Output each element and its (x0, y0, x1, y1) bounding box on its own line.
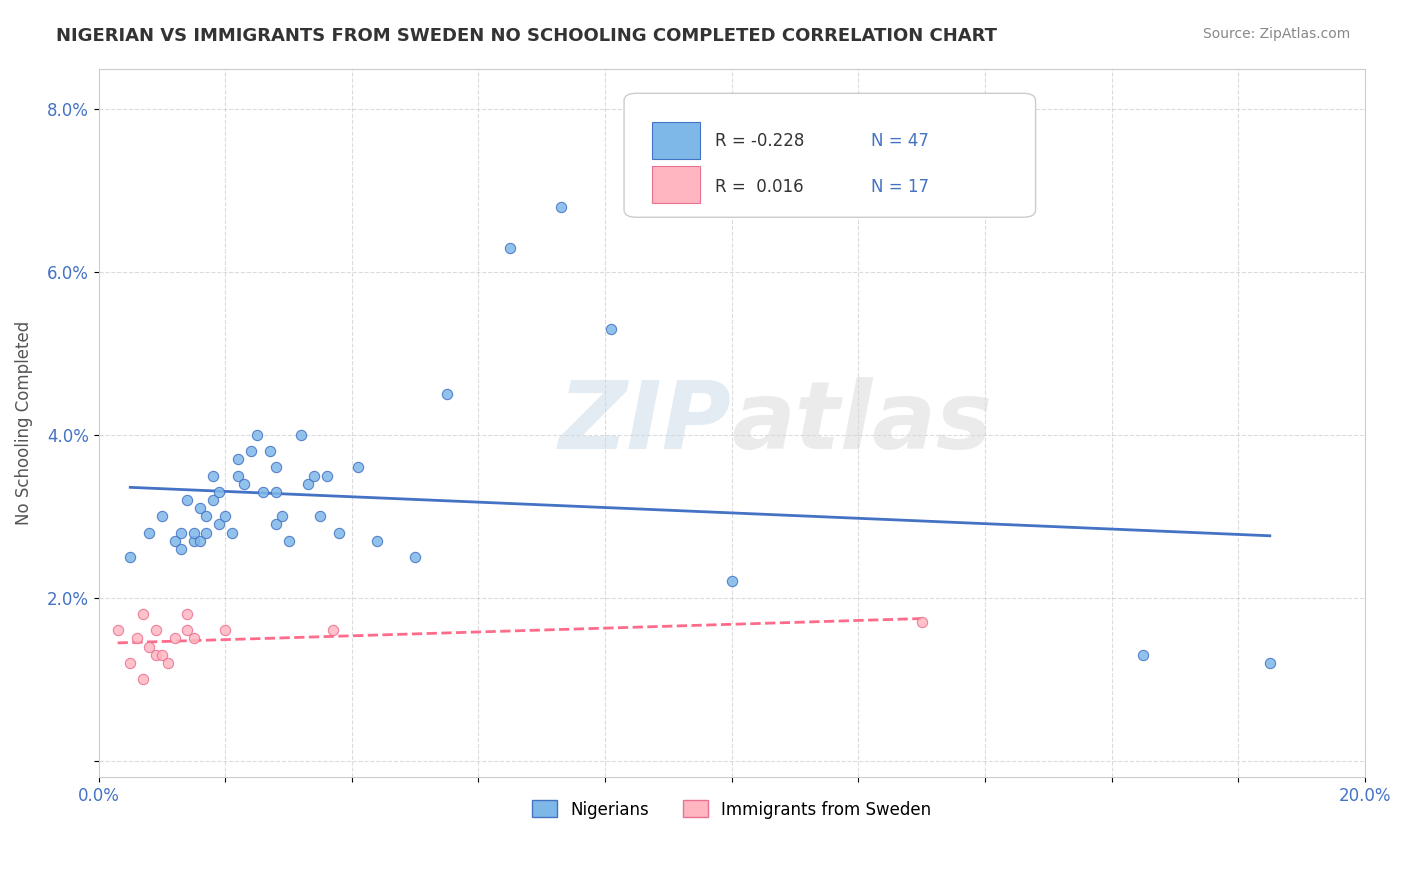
Point (183, 533, 205, 548)
Text: N = 47: N = 47 (870, 132, 929, 150)
Point (195, 525, 218, 540)
Point (163, 632, 186, 646)
FancyBboxPatch shape (624, 94, 1036, 218)
Point (176, 493, 198, 508)
Point (226, 452, 249, 467)
Point (239, 444, 262, 458)
Point (550, 200, 572, 214)
Point (277, 533, 299, 548)
Text: Source: ZipAtlas.com: Source: ZipAtlas.com (1202, 27, 1350, 41)
Point (290, 428, 312, 442)
Point (145, 624, 167, 638)
Text: NIGERIAN VS IMMIGRANTS FROM SWEDEN NO SCHOOLING COMPLETED CORRELATION CHART: NIGERIAN VS IMMIGRANTS FROM SWEDEN NO SC… (56, 27, 997, 45)
Point (201, 493, 224, 508)
Point (208, 484, 231, 499)
Point (302, 468, 325, 483)
Point (499, 241, 522, 255)
FancyBboxPatch shape (652, 122, 700, 159)
Point (170, 525, 193, 540)
Point (221, 525, 243, 540)
Point (176, 624, 198, 638)
Point (183, 632, 205, 646)
Text: R =  0.016: R = 0.016 (716, 178, 804, 196)
Point (252, 484, 274, 499)
Point (150, 648, 173, 662)
Point (214, 509, 236, 524)
Point (170, 541, 193, 556)
Point (322, 624, 344, 638)
Point (157, 656, 180, 670)
Point (125, 632, 148, 646)
Point (271, 509, 294, 524)
Point (188, 533, 211, 548)
Point (297, 476, 319, 491)
Point (309, 509, 332, 524)
Point (436, 387, 458, 401)
Point (246, 428, 269, 442)
Point (138, 640, 160, 654)
Point (720, 574, 742, 589)
FancyBboxPatch shape (652, 166, 700, 203)
Text: atlas: atlas (731, 376, 993, 468)
Point (208, 517, 231, 532)
Point (1132, 648, 1154, 662)
Point (264, 517, 287, 532)
Point (195, 509, 218, 524)
Y-axis label: No Schooling Completed: No Schooling Completed (15, 320, 32, 524)
Point (201, 468, 224, 483)
Point (264, 484, 287, 499)
Point (107, 624, 129, 638)
Point (145, 648, 167, 662)
Legend: Nigerians, Immigrants from Sweden: Nigerians, Immigrants from Sweden (526, 794, 938, 825)
Text: ZIP: ZIP (558, 376, 731, 468)
Point (404, 549, 426, 564)
Point (264, 460, 287, 475)
Point (600, 322, 623, 336)
Point (910, 615, 932, 629)
Point (347, 460, 370, 475)
Point (183, 525, 205, 540)
Point (366, 533, 388, 548)
Text: N = 17: N = 17 (870, 178, 929, 196)
Point (120, 656, 142, 670)
Point (176, 607, 198, 621)
Point (214, 624, 236, 638)
Point (150, 509, 173, 524)
Point (226, 468, 249, 483)
Point (132, 607, 155, 621)
Point (259, 444, 281, 458)
Point (163, 533, 186, 548)
Point (1258, 656, 1281, 670)
Point (132, 672, 155, 686)
Point (138, 525, 160, 540)
Point (120, 549, 142, 564)
Point (233, 476, 256, 491)
Point (328, 525, 350, 540)
Point (315, 468, 337, 483)
Text: R = -0.228: R = -0.228 (716, 132, 804, 150)
Point (188, 501, 211, 516)
